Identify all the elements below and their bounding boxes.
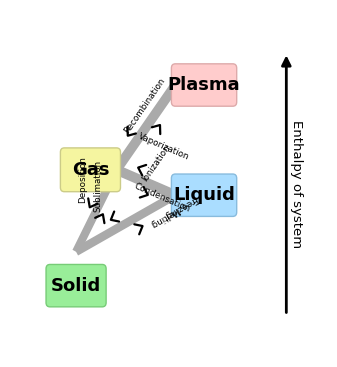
- Polygon shape: [113, 82, 179, 173]
- FancyBboxPatch shape: [46, 265, 106, 307]
- Text: Condensation: Condensation: [132, 182, 191, 214]
- Polygon shape: [115, 165, 177, 200]
- Text: Deposition: Deposition: [78, 156, 87, 203]
- Text: Plasma: Plasma: [168, 76, 240, 94]
- Text: Solid: Solid: [51, 277, 101, 295]
- Polygon shape: [72, 168, 120, 254]
- Text: Vaporization: Vaporization: [137, 132, 190, 162]
- Text: Gas: Gas: [72, 161, 109, 179]
- Text: Sublimation: Sublimation: [93, 159, 102, 211]
- Polygon shape: [74, 192, 177, 255]
- Text: Recombination: Recombination: [122, 77, 167, 135]
- Text: Enthalpy of system: Enthalpy of system: [290, 120, 303, 248]
- Text: Melting: Melting: [148, 205, 181, 229]
- FancyBboxPatch shape: [172, 64, 237, 106]
- Text: Ionization: Ionization: [141, 143, 172, 183]
- Text: Liquid: Liquid: [173, 186, 235, 204]
- FancyBboxPatch shape: [172, 174, 237, 217]
- Text: Freezing: Freezing: [163, 194, 199, 220]
- FancyBboxPatch shape: [60, 148, 121, 192]
